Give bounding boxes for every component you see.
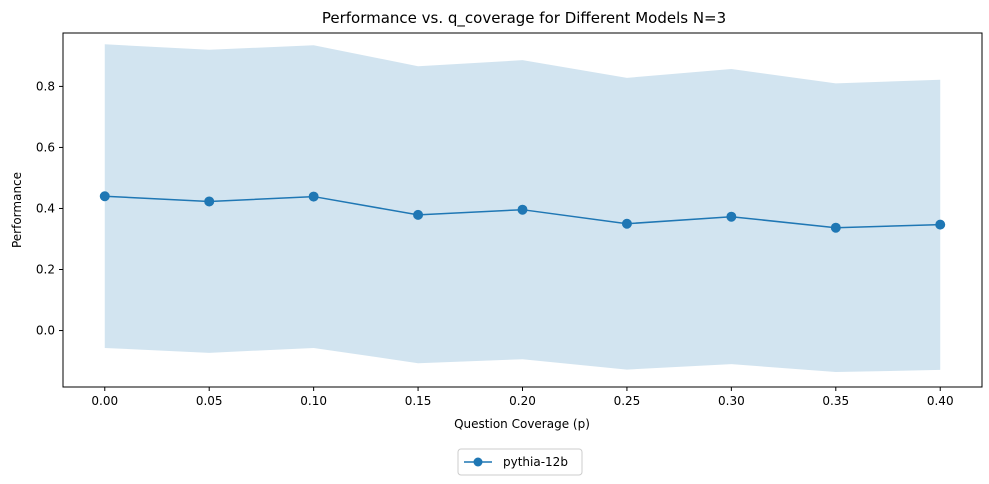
- x-axis-label: Question Coverage (p): [454, 417, 590, 431]
- plot-area: [62, 32, 983, 388]
- x-tick-label: 0.15: [405, 394, 432, 408]
- y-tick-label: 0.6: [36, 140, 55, 154]
- x-tick-label: 0.00: [91, 394, 118, 408]
- x-tick-label: 0.10: [300, 394, 327, 408]
- x-tick-label: 0.35: [822, 394, 849, 408]
- data-point[interactable]: [621, 218, 632, 229]
- y-tick-label: 0.0: [36, 324, 55, 338]
- data-point[interactable]: [99, 191, 110, 202]
- x-axis: 0.00 0.05 0.10 0.15 0.20 0.25 0.30 0.35 0.40: [91, 387, 954, 408]
- x-tick-label: 0.20: [509, 394, 536, 408]
- data-point[interactable]: [830, 222, 841, 233]
- data-point[interactable]: [517, 204, 528, 215]
- legend-label: pythia-12b: [503, 455, 568, 469]
- x-tick-label: 0.25: [614, 394, 641, 408]
- legend-box: [457, 448, 583, 476]
- y-tick-label: 0.4: [36, 201, 55, 215]
- data-point[interactable]: [935, 219, 946, 230]
- y-axis-label: Performance: [10, 172, 24, 248]
- legend[interactable]: pythia-12b: [457, 448, 583, 476]
- x-tick-label: 0.05: [196, 394, 223, 408]
- chart-title: Performance vs. q_coverage for Different…: [322, 9, 726, 28]
- data-point[interactable]: [413, 209, 424, 220]
- y-tick-label: 0.2: [36, 263, 55, 277]
- x-tick-label: 0.40: [927, 394, 954, 408]
- x-tick-label: 0.30: [718, 394, 745, 408]
- y-axis: 0.0 0.2 0.4 0.6 0.8: [36, 79, 63, 338]
- legend-marker: [473, 457, 483, 467]
- series-marker-layer: [99, 191, 946, 233]
- data-point[interactable]: [726, 211, 737, 222]
- data-point[interactable]: [204, 196, 215, 207]
- y-tick-label: 0.8: [36, 79, 55, 93]
- data-point[interactable]: [308, 191, 319, 202]
